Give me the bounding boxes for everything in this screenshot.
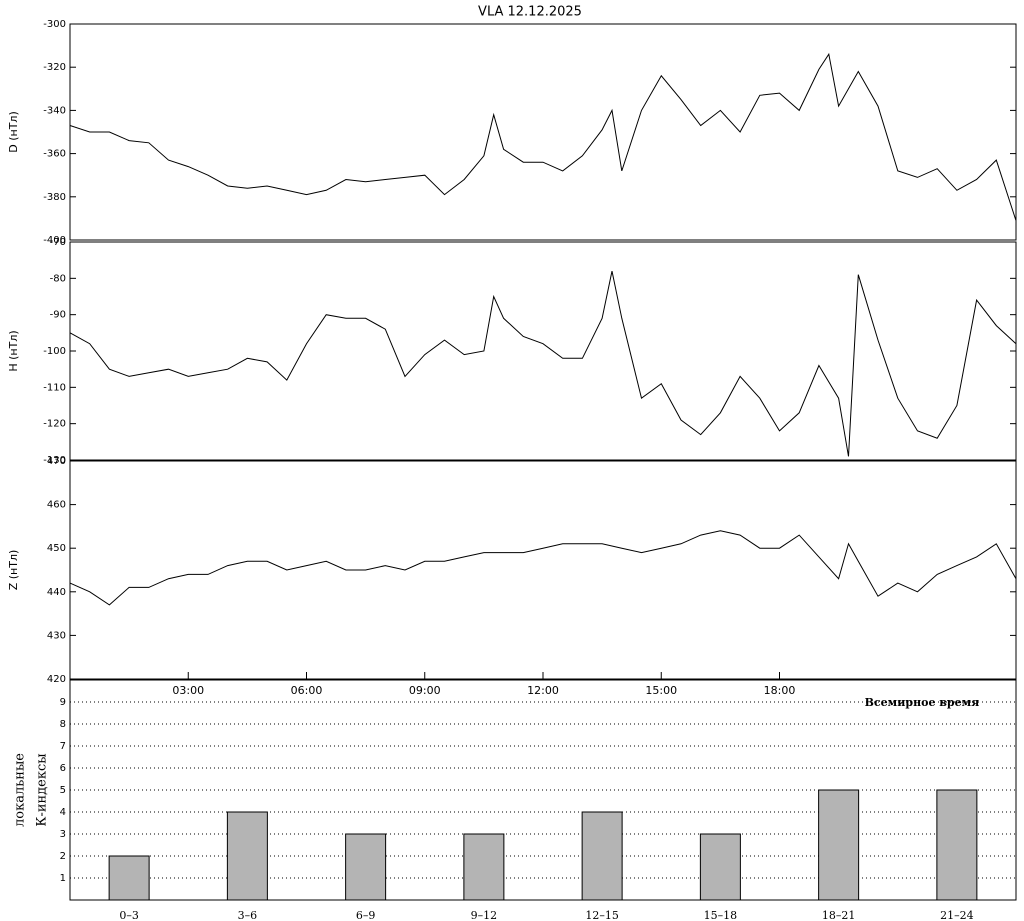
x-tick-label: 9–12 [471, 909, 498, 921]
y-tick-label: 8 [60, 719, 66, 730]
x-tick-label: 12–15 [585, 909, 619, 921]
x-tick-label: 06:00 [291, 684, 323, 697]
y-tick-label: -300 [43, 19, 66, 30]
x-tick-label: 6–9 [356, 909, 376, 921]
y-tick-label: 1 [60, 873, 66, 884]
y-tick-label: -100 [43, 346, 66, 357]
y-axis-label: H (нТл) [7, 330, 20, 371]
y-tick-label: 2 [60, 851, 66, 862]
bar [345, 833, 387, 901]
bar [108, 855, 150, 901]
panel-frame [69, 460, 1017, 680]
line [69, 530, 1017, 606]
bar [936, 789, 978, 901]
y-tick-label: 9 [60, 697, 66, 708]
y-axis-label: локальные [13, 753, 28, 827]
y-tick-label: -360 [43, 149, 66, 160]
y-tick-label: -320 [43, 62, 66, 73]
x-tick-label: 15–18 [704, 909, 738, 921]
panel-frame [69, 679, 1017, 901]
y-tick-label: -380 [43, 192, 66, 203]
y-tick-label: 5 [60, 785, 66, 796]
y-tick-label: -90 [50, 310, 66, 321]
x-tick-label: 03:00 [172, 684, 204, 697]
y-tick-label: -70 [50, 237, 66, 248]
bar [699, 833, 741, 901]
x-tick-label: 12:00 [527, 684, 559, 697]
x-tick-label: 15:00 [645, 684, 677, 697]
line [69, 52, 1017, 221]
y-tick-label: 450 [47, 543, 66, 554]
x-tick-label: 21–24 [940, 909, 974, 921]
y-tick-label: 440 [47, 587, 66, 598]
y-tick-label: 7 [60, 741, 66, 752]
bar [818, 789, 860, 901]
y-tick-label: -80 [50, 273, 66, 284]
bar [581, 811, 623, 901]
x-tick-label: 3–6 [238, 909, 258, 921]
y-tick-label: -120 [43, 419, 66, 430]
y-axis-label: К-индексы [35, 753, 50, 826]
y-tick-label: -110 [43, 382, 66, 393]
x-tick-label: 18–21 [822, 909, 856, 921]
x-tick-label: 0–3 [119, 909, 139, 921]
y-tick-label: 470 [47, 456, 66, 467]
y-axis-label: Z (нТл) [7, 550, 20, 591]
bar [463, 833, 505, 901]
bar [226, 811, 268, 901]
x-tick-label: 18:00 [764, 684, 796, 697]
y-tick-label: -400 [43, 235, 66, 246]
panel-frame [69, 241, 1017, 461]
line [69, 270, 1017, 457]
y-tick-label: 430 [47, 630, 66, 641]
y-axis-label: D (нТл) [7, 111, 20, 153]
chart-title: VLA 12.12.2025 [478, 5, 582, 20]
y-tick-label: -340 [43, 105, 66, 116]
panel-frame [69, 23, 1017, 241]
y-tick-label: 4 [60, 807, 66, 818]
y-tick-label: 6 [60, 763, 66, 774]
y-tick-label: -130 [43, 455, 66, 466]
y-tick-label: 3 [60, 829, 66, 840]
x-tick-label: 09:00 [409, 684, 441, 697]
y-tick-label: 420 [47, 674, 66, 685]
y-tick-label: 460 [47, 500, 66, 511]
